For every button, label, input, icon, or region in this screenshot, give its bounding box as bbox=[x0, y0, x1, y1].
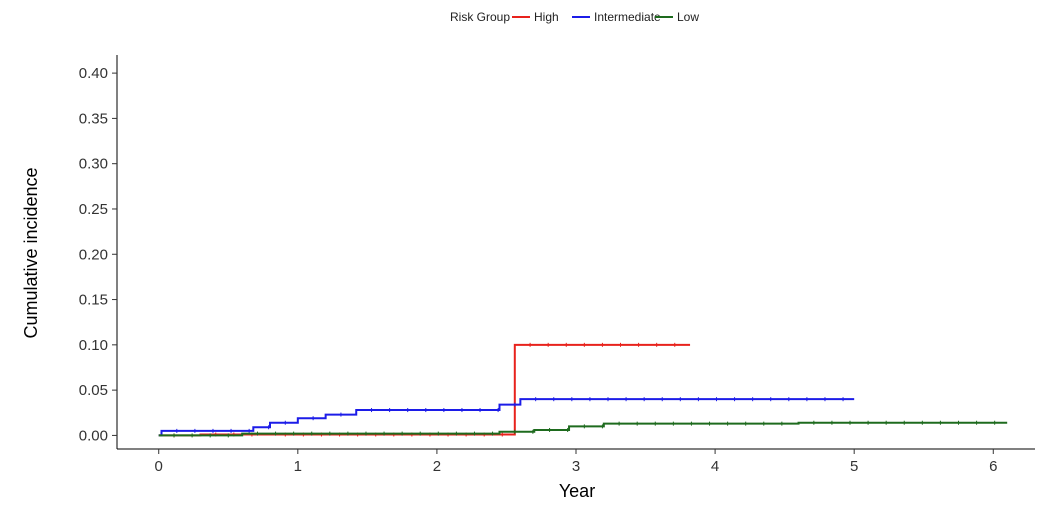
y-tick-label: 0.05 bbox=[79, 382, 108, 399]
x-axis-title: Year bbox=[559, 481, 595, 501]
y-tick-label: 0.35 bbox=[79, 110, 108, 127]
y-axis-title: Cumulative incidence bbox=[21, 167, 41, 338]
y-tick-label: 0.40 bbox=[79, 65, 108, 82]
legend: Risk Group High Intermediate Low bbox=[450, 10, 699, 24]
series-group bbox=[158, 342, 1008, 438]
y-tick-label: 0.10 bbox=[79, 337, 108, 354]
x-ticks: 0 1 2 3 4 5 6 bbox=[155, 449, 997, 475]
x-tick-label: 6 bbox=[989, 458, 997, 475]
y-tick-label: 0.20 bbox=[79, 246, 108, 263]
x-tick-label: 4 bbox=[711, 458, 719, 475]
x-tick-label: 2 bbox=[433, 458, 441, 475]
legend-title: Risk Group bbox=[450, 10, 510, 24]
y-tick-label: 0.15 bbox=[79, 292, 108, 309]
x-tick-label: 1 bbox=[294, 458, 302, 475]
y-tick-label: 0.00 bbox=[79, 427, 108, 444]
legend-label-high: High bbox=[534, 10, 559, 24]
series-low bbox=[158, 420, 1008, 438]
y-tick-label: 0.25 bbox=[79, 201, 108, 218]
series-line-low bbox=[158, 421, 1008, 437]
x-tick-label: 5 bbox=[850, 458, 858, 475]
x-tick-label: 3 bbox=[572, 458, 580, 475]
series-line-high bbox=[158, 343, 691, 437]
series-intermediate bbox=[158, 397, 855, 437]
y-tick-label: 0.30 bbox=[79, 156, 108, 173]
axes: 0.00 0.05 0.10 0.15 0.20 0.25 0.30 0.35 0.40 0 1 2… bbox=[79, 55, 1035, 475]
x-tick-label: 0 bbox=[155, 458, 163, 475]
series-line-intermediate bbox=[158, 398, 855, 437]
legend-label-low: Low bbox=[677, 10, 699, 24]
legend-items: High Intermediate Low bbox=[512, 10, 699, 24]
legend-label-intermediate: Intermediate bbox=[594, 10, 661, 24]
y-ticks: 0.00 0.05 0.10 0.15 0.20 0.25 0.30 0.35 0.40 bbox=[79, 65, 117, 444]
